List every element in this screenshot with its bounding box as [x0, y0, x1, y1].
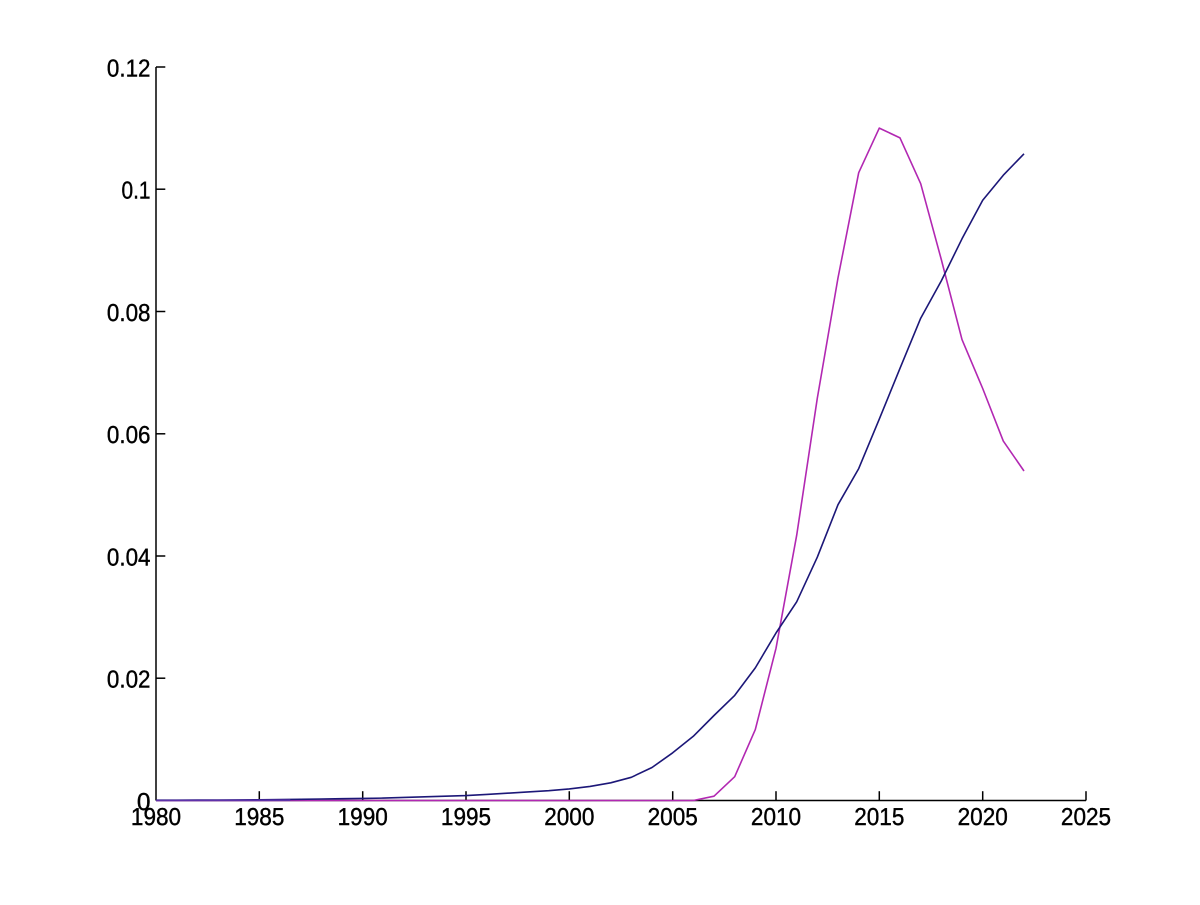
svg-text:2015: 2015: [854, 804, 904, 831]
svg-text:0.02: 0.02: [107, 667, 151, 694]
svg-text:1990: 1990: [338, 804, 388, 831]
svg-text:2010: 2010: [751, 804, 801, 831]
svg-text:0.1: 0.1: [122, 178, 151, 205]
svg-text:1985: 1985: [234, 804, 284, 831]
svg-text:2000: 2000: [544, 804, 594, 831]
svg-text:0.04: 0.04: [107, 544, 151, 571]
svg-text:0.08: 0.08: [107, 300, 151, 327]
svg-text:1995: 1995: [441, 804, 491, 831]
svg-text:1980: 1980: [131, 804, 181, 831]
svg-text:2025: 2025: [1061, 804, 1111, 831]
svg-text:0.12: 0.12: [107, 55, 151, 82]
svg-text:2020: 2020: [958, 804, 1008, 831]
svg-text:2005: 2005: [648, 804, 698, 831]
svg-text:0: 0: [137, 789, 151, 816]
svg-text:0.06: 0.06: [107, 422, 151, 449]
